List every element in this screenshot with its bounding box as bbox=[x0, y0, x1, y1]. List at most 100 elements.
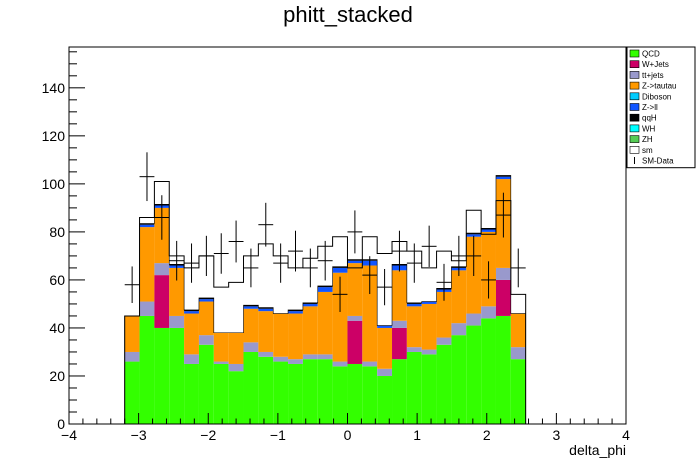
data-point-16 bbox=[362, 256, 378, 295]
bar-qcd-10 bbox=[273, 361, 289, 424]
bar-z-tautau-16 bbox=[362, 265, 378, 362]
data-point-12 bbox=[302, 248, 318, 288]
x-axis-label: delta_phi bbox=[569, 442, 626, 458]
bar-qcd-17 bbox=[377, 375, 393, 424]
legend-label-zh: ZH bbox=[642, 135, 653, 144]
bar-qcd-4 bbox=[184, 363, 199, 424]
legend-label-z-ll: Z->ll bbox=[642, 103, 658, 112]
data-point-15 bbox=[347, 210, 363, 254]
bar-qcd-9 bbox=[258, 356, 274, 424]
bar-z-tautau-26 bbox=[510, 313, 526, 348]
bar-tt-jets-26 bbox=[510, 347, 526, 360]
legend-label-diboson: Diboson bbox=[642, 92, 671, 101]
bar-qqh-11 bbox=[288, 309, 303, 312]
bar-z-ll-12 bbox=[302, 303, 318, 307]
bar-w-jets-15 bbox=[347, 320, 363, 364]
data-point-25 bbox=[495, 192, 511, 238]
bar-tt-jets-15 bbox=[347, 315, 363, 321]
bar-qqh-15 bbox=[347, 259, 363, 261]
legend-swatch-wh bbox=[629, 124, 640, 133]
bar-z-ll-9 bbox=[258, 308, 274, 312]
bar-qqh-19 bbox=[406, 302, 422, 304]
bar-qqh-14 bbox=[332, 266, 348, 268]
y-tick-label-3: 60 bbox=[49, 272, 65, 288]
bar-tt-jets-13 bbox=[317, 354, 333, 360]
bar-qcd-2 bbox=[154, 327, 170, 424]
bar-z-tautau-11 bbox=[288, 313, 303, 360]
data-point-26 bbox=[510, 248, 526, 288]
x-tick-label-5: 1 bbox=[413, 427, 421, 443]
bar-z-ll-1 bbox=[139, 224, 155, 228]
bar-qqh-9 bbox=[258, 307, 274, 309]
x-tick-label-4: 0 bbox=[344, 427, 352, 443]
bar-tt-jets-6 bbox=[213, 361, 229, 364]
bar-z-ll-19 bbox=[406, 303, 422, 307]
bar-qqh-23 bbox=[466, 233, 482, 235]
bar-qcd-20 bbox=[421, 354, 437, 424]
data-point-8 bbox=[243, 248, 259, 288]
bar-z-tautau-17 bbox=[377, 327, 393, 369]
bar-z-ll-8 bbox=[243, 306, 259, 309]
bar-qcd-14 bbox=[332, 366, 348, 424]
bar-qqh-24 bbox=[481, 228, 496, 230]
bar-z-tautau-10 bbox=[273, 313, 289, 357]
bar-qcd-8 bbox=[243, 351, 259, 424]
data-point-4 bbox=[184, 243, 199, 283]
legend-swatch-qqh bbox=[629, 113, 640, 122]
bar-qcd-5 bbox=[198, 344, 214, 424]
bar-qcd-7 bbox=[228, 371, 244, 424]
data-point-3 bbox=[169, 240, 185, 281]
data-point-10 bbox=[273, 243, 289, 283]
data-point-0 bbox=[124, 266, 140, 304]
bar-qcd-12 bbox=[302, 359, 318, 424]
bar-qcd-6 bbox=[213, 363, 229, 424]
bar-w-jets-25 bbox=[495, 279, 511, 316]
bar-tt-jets-17 bbox=[377, 368, 393, 376]
y-tick-label-5: 100 bbox=[42, 176, 66, 192]
bar-tt-jets-24 bbox=[481, 306, 496, 319]
bar-qqh-1 bbox=[139, 223, 155, 225]
data-point-21 bbox=[436, 263, 452, 301]
bar-qcd-24 bbox=[481, 318, 496, 424]
bar-z-tautau-14 bbox=[332, 272, 348, 362]
data-point-6 bbox=[213, 233, 229, 274]
bar-z-ll-4 bbox=[184, 311, 199, 314]
legend-swatch-qcd bbox=[629, 49, 640, 58]
bar-qqh-25 bbox=[495, 175, 511, 177]
bar-tt-jets-20 bbox=[421, 349, 437, 355]
legend-swatch-zh bbox=[629, 135, 640, 143]
bar-tt-jets-14 bbox=[332, 361, 348, 367]
stacked-bars bbox=[124, 175, 526, 424]
bar-tt-jets-3 bbox=[169, 315, 185, 328]
y-tick-label-2: 40 bbox=[49, 320, 65, 336]
bar-tt-jets-23 bbox=[466, 313, 482, 326]
bar-z-ll-14 bbox=[332, 267, 348, 273]
legend-label-qcd: QCD bbox=[642, 50, 660, 59]
bar-z-tautau-1 bbox=[139, 227, 155, 302]
data-point-9 bbox=[258, 202, 274, 247]
bar-z-tautau-22 bbox=[451, 270, 467, 324]
bar-qqh-4 bbox=[184, 309, 199, 312]
y-tick-label-1: 20 bbox=[49, 368, 65, 384]
bar-qcd-15 bbox=[347, 363, 363, 424]
x-tick-label-2: −2 bbox=[200, 427, 216, 443]
data-point-11 bbox=[288, 230, 303, 272]
legend-label-sm-data: SM-Data bbox=[642, 157, 674, 166]
data-point-2 bbox=[154, 195, 170, 240]
bar-z-tautau-13 bbox=[317, 291, 333, 355]
bar-z-ll-13 bbox=[317, 287, 333, 292]
data-point-17 bbox=[377, 269, 393, 306]
legend-label-w-jets: W+Jets bbox=[642, 60, 669, 69]
y-tick-label-7: 140 bbox=[42, 80, 66, 96]
data-point-1 bbox=[139, 152, 155, 202]
legend-label-qqh: qqH bbox=[642, 114, 657, 123]
bar-qcd-18 bbox=[392, 359, 407, 424]
bar-z-ll-23 bbox=[466, 234, 482, 237]
x-tick-label-6: 2 bbox=[483, 427, 491, 443]
bar-tt-jets-21 bbox=[436, 337, 452, 345]
bar-qcd-13 bbox=[317, 359, 333, 424]
data-point-24 bbox=[481, 261, 496, 299]
x-tick-label-0: −4 bbox=[61, 427, 77, 443]
